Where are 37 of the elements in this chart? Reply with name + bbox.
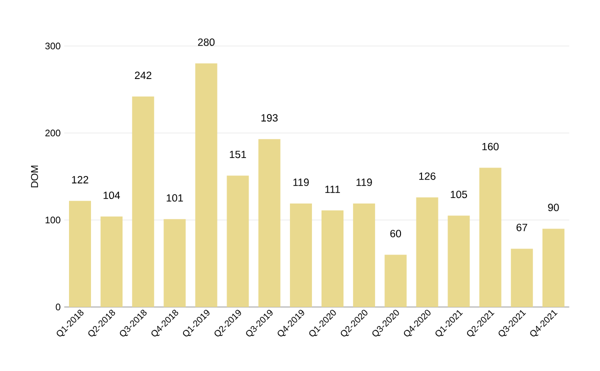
data-label: 67 — [516, 224, 528, 232]
bar — [448, 216, 470, 307]
y-tick-label: 0 — [56, 304, 60, 310]
y-tick-label: 300 — [45, 42, 60, 50]
bar — [164, 219, 186, 307]
data-label: 104 — [104, 192, 120, 200]
data-label: 242 — [134, 72, 152, 79]
bar — [100, 216, 123, 307]
data-label: 60 — [390, 230, 402, 238]
data-label: 126 — [419, 172, 436, 180]
bar — [132, 96, 154, 307]
bar — [258, 139, 280, 307]
data-label: 105 — [450, 190, 468, 198]
data-label: 90 — [548, 204, 559, 212]
bar — [69, 200, 91, 307]
bar — [542, 228, 564, 307]
bar — [510, 248, 533, 307]
y-axis-title: DOM — [31, 166, 38, 188]
y-tick-label: 200 — [45, 130, 60, 136]
bar — [416, 197, 438, 307]
bar — [479, 168, 502, 307]
data-label: 111 — [325, 186, 340, 193]
data-label: 119 — [356, 178, 372, 186]
bar — [353, 203, 376, 307]
data-label: 122 — [72, 176, 88, 184]
bar — [226, 176, 249, 307]
bar — [195, 63, 218, 307]
data-label: 151 — [230, 150, 246, 158]
bar — [322, 210, 344, 307]
y-tick-label: 100 — [46, 216, 60, 224]
data-label: 119 — [293, 178, 309, 186]
data-label: 280 — [198, 38, 215, 46]
data-label: 101 — [166, 194, 183, 202]
data-label: 160 — [482, 142, 499, 150]
bar — [384, 254, 407, 307]
bar — [290, 203, 312, 307]
data-label: 193 — [261, 114, 278, 122]
